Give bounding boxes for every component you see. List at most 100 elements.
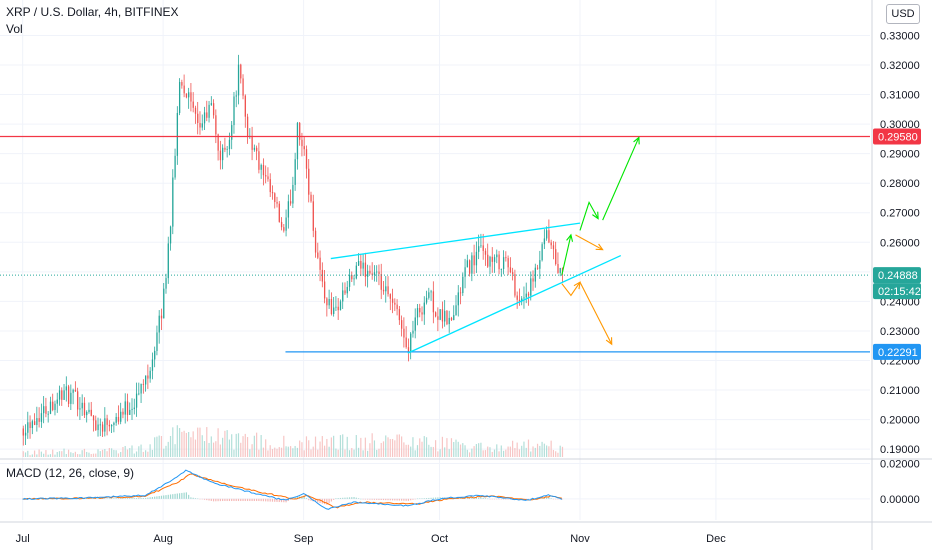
volume-bar — [425, 437, 428, 457]
volume-bar — [265, 439, 267, 457]
candle-body — [233, 96, 235, 126]
macd-histogram-bar — [405, 498, 407, 501]
volume-bar — [459, 444, 462, 457]
macd-label[interactable]: MACD (12, 26, close, 9) — [6, 466, 135, 480]
candle-body — [81, 402, 83, 409]
volume-bars — [22, 425, 564, 457]
candle-body — [303, 146, 305, 150]
candle-body — [79, 408, 81, 410]
candle-body — [74, 389, 77, 392]
macd-histogram-bar — [133, 498, 135, 499]
candle-body — [514, 274, 516, 296]
candle-body — [142, 383, 145, 385]
macd-histogram-bar — [287, 498, 289, 502]
macd-histogram-bar — [432, 497, 434, 499]
volume-bar — [362, 450, 364, 457]
candle-body — [174, 155, 176, 178]
volume-bar — [154, 437, 156, 457]
macd-histogram-bar — [412, 498, 414, 500]
macd-histogram-bar — [489, 498, 491, 500]
candles — [22, 54, 564, 446]
price-tick-label: 0.29000 — [880, 149, 920, 161]
macd-histogram-bar — [491, 498, 493, 500]
bull-arrow-2 — [579, 201, 599, 231]
candle-body — [489, 256, 491, 267]
macd-tick-label: 0.02000 — [880, 459, 920, 471]
candle-body — [559, 268, 561, 273]
volume-bar — [323, 445, 326, 457]
candle-body — [491, 256, 493, 262]
macd-histogram-bar — [394, 498, 396, 501]
volume-bar — [330, 437, 332, 457]
candle-body — [439, 309, 441, 320]
volume-bar — [56, 452, 58, 457]
volume-bar — [532, 446, 534, 457]
macd-histogram-bar — [190, 497, 192, 499]
bear-arrow-3-head — [605, 337, 613, 346]
volume-bar — [274, 447, 276, 457]
time-tick-label: Jul — [16, 533, 30, 545]
candle-body — [498, 254, 500, 270]
volume-bar — [500, 445, 502, 457]
candle-body — [435, 312, 437, 317]
macd-histogram-bar — [199, 498, 201, 500]
candle-body — [344, 290, 346, 294]
macd-histogram-bar — [104, 498, 106, 499]
volume-bar — [226, 430, 228, 457]
volume-bar — [260, 435, 262, 457]
candle-body — [521, 298, 523, 302]
macd-histogram-bar — [471, 497, 473, 499]
volume-bar — [378, 448, 380, 457]
candle-body — [283, 227, 285, 231]
candle-body — [208, 104, 210, 118]
bar-countdown-tag: 02:15:42 — [878, 286, 921, 298]
macd-histogram-bar — [428, 497, 430, 499]
volume-bar — [240, 442, 242, 457]
bull-arrow-1 — [561, 234, 572, 275]
candle-body — [471, 255, 473, 274]
candle-body — [394, 302, 396, 305]
macd-histogram-bar — [502, 498, 505, 500]
volume-bar — [561, 446, 564, 457]
macd-histogram-bar — [348, 497, 351, 499]
macd-histogram-bar — [351, 497, 353, 499]
macd-histogram-bar — [181, 492, 183, 499]
currency-button[interactable]: USD — [886, 4, 920, 24]
candle-body — [484, 250, 487, 255]
candle-body — [437, 316, 439, 320]
candle-body — [328, 299, 330, 306]
macd-histogram-bar — [401, 498, 403, 501]
macd-histogram-bar — [240, 498, 242, 502]
volume-bar — [290, 446, 292, 457]
candle-body — [407, 347, 410, 352]
macd-histogram-bar — [92, 498, 95, 499]
macd-histogram-bar — [487, 498, 489, 500]
macd-histogram-bar — [546, 497, 548, 499]
volume-bar — [92, 453, 95, 457]
macd-pane — [22, 469, 564, 510]
volume-bar — [167, 441, 169, 457]
candle-body — [219, 150, 222, 161]
volume-bar — [97, 449, 99, 457]
volume-bar — [219, 444, 221, 457]
candle-body — [126, 401, 129, 415]
volume-bar — [86, 451, 88, 457]
volume-bar — [133, 453, 135, 457]
candle-body — [181, 82, 183, 86]
macd-histogram-bar — [507, 498, 509, 500]
volume-bar — [348, 450, 351, 457]
candle-body — [265, 175, 267, 177]
volume-bar — [194, 439, 197, 457]
candle-body — [49, 401, 52, 414]
candle-body — [337, 306, 339, 311]
volume-bar — [208, 442, 210, 457]
candle-body — [210, 103, 213, 105]
candle-body — [412, 330, 414, 334]
volume-bar — [333, 435, 335, 457]
candle-body — [548, 230, 550, 243]
macd-histogram-bar — [314, 498, 317, 502]
volume-bar — [351, 448, 353, 457]
macd-histogram-bar — [138, 498, 140, 499]
volume-bar — [256, 432, 258, 457]
